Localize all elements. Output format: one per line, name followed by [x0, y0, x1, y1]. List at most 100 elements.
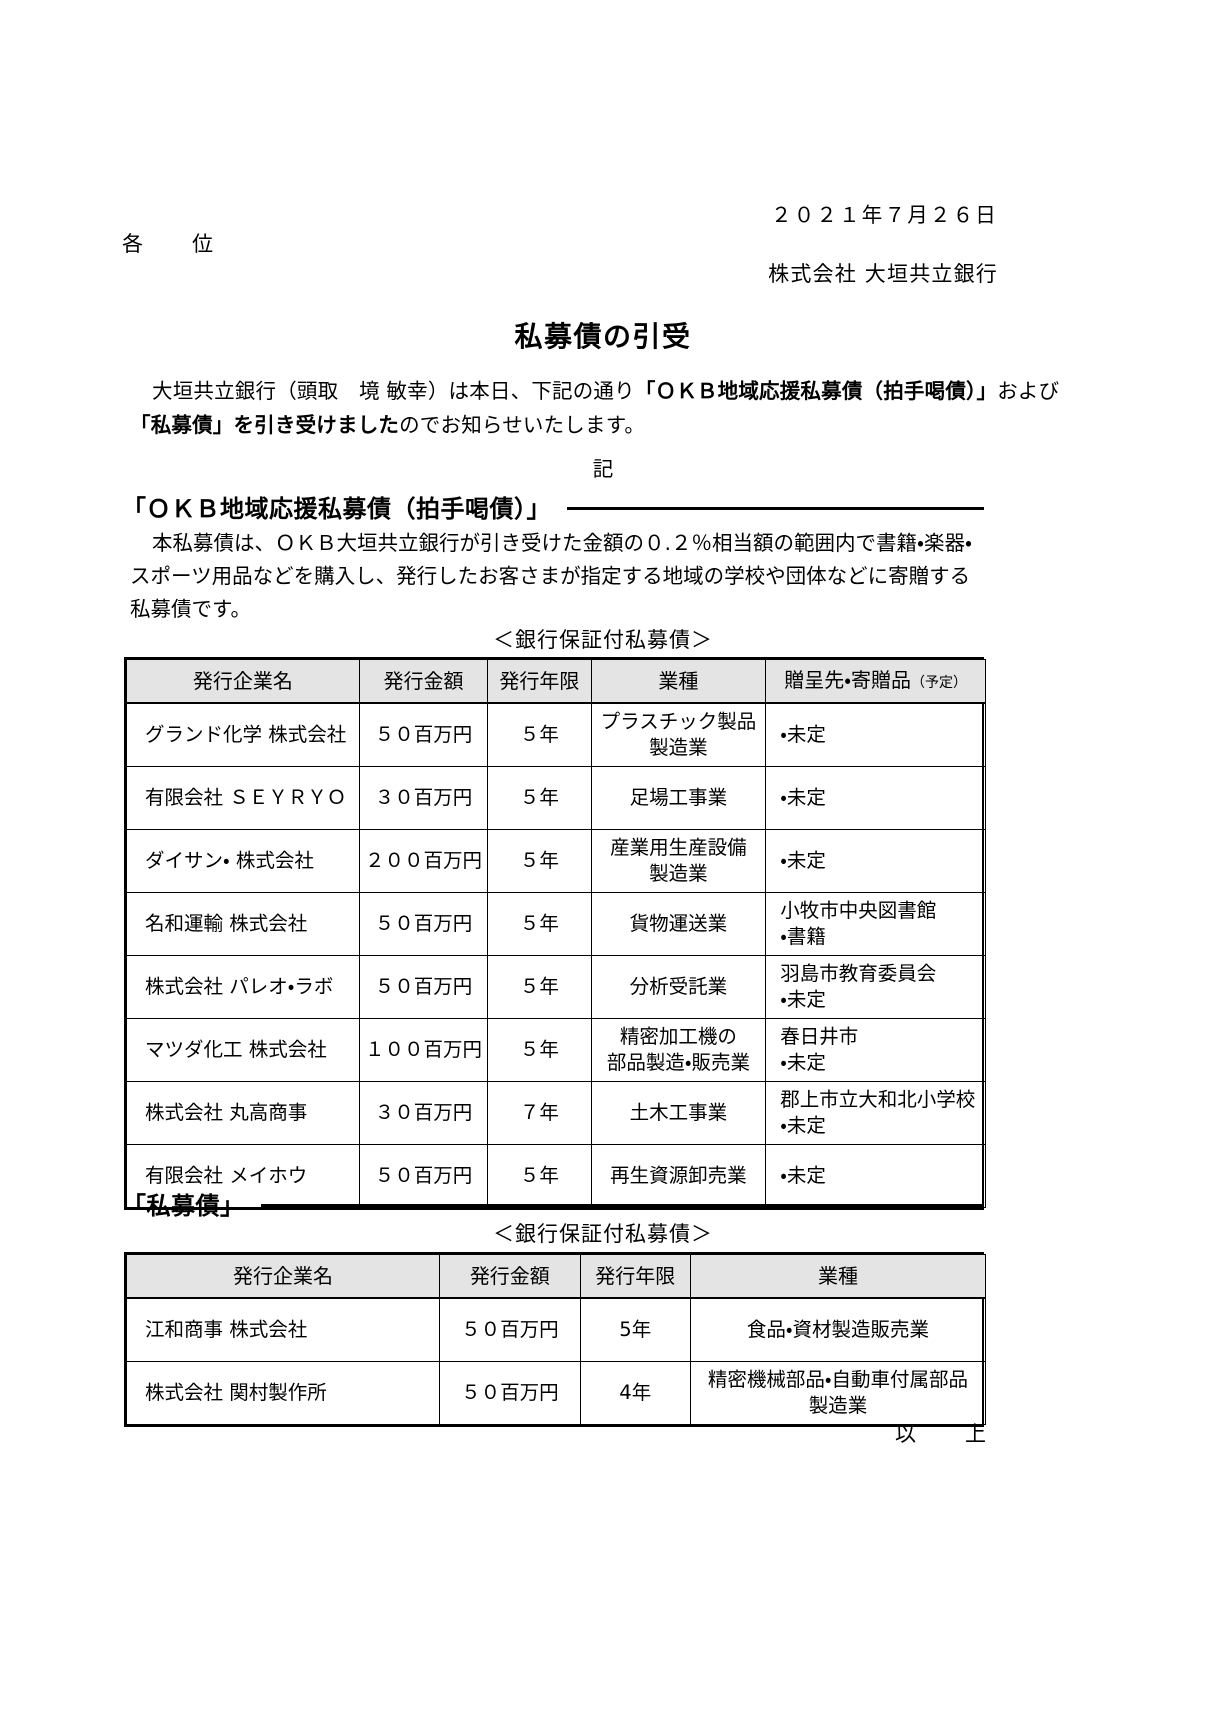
description-line-2: スポーツ用品などを購入し、発行したお客さまが指定する地域の学校や団体などに寄贈す…	[130, 564, 971, 588]
table-2-frame: 発行企業名 発行金額 発行年限 業種 江和商事 株式会社 ５０百万円 5年 食品・資材…	[124, 1252, 987, 1427]
cell-industry-line-1: 食品・資材製造販売業	[746, 1318, 930, 1341]
table-2-header-row: 発行企業名 発行金額 発行年限 業種	[125, 1254, 987, 1299]
table-2-wrapper: 発行企業名 発行金額 発行年限 業種 江和商事 株式会社 ５０百万円 5年 食品・資材…	[124, 1252, 987, 1427]
cell-gift-line-1: 郡上市立大和北小学校	[780, 1088, 976, 1111]
table-row: 有限会社 ＳＥＹＲＹＯ ３０百万円 ５年 足場工事業 ・未定	[126, 766, 986, 830]
cell-industry-line-1: プラスチック製品	[600, 710, 757, 733]
cell-gift-line-1: ・未定	[780, 723, 826, 746]
cell-term: 4年	[579, 1361, 691, 1425]
cell-industry-line-1: 精密機械部品・自動車付属部品	[707, 1368, 969, 1391]
lead-paragraph: 大垣共立銀行（頭取 境 敏幸）は本日、下記の通り「ＯＫＢ地域応援私募債（拍手喝債…	[130, 374, 1080, 442]
end-mark: 以 上	[895, 1422, 1000, 1446]
cell-term: 5年	[579, 1297, 691, 1362]
cell-industry: 再生資源卸売業	[590, 1144, 767, 1208]
ki-marker: 記	[592, 457, 614, 481]
cell-company: 有限会社 ＳＥＹＲＹＯ	[126, 766, 360, 830]
cell-company: 株式会社 丸高商事	[126, 1081, 360, 1145]
cell-gift-line-1: ・未定	[780, 849, 826, 872]
cell-industry-line-1: 精密加工機の	[619, 1025, 737, 1048]
bond-table-private: 発行企業名 発行金額 発行年限 業種 江和商事 株式会社 ５０百万円 5年 食品・資材…	[125, 1254, 987, 1425]
lead-line2-bond-name: 「私募債」を引き受けました	[130, 413, 400, 437]
table-row: 江和商事 株式会社 ５０百万円 5年 食品・資材製造販売業	[125, 1297, 987, 1362]
page-title: 私募債の引受	[514, 320, 692, 353]
cell-industry-line-2: 部品製造・販売業	[606, 1051, 750, 1074]
cell-industry: 足場工事業	[590, 766, 767, 830]
col-header-gift-note: （予定）	[911, 674, 968, 691]
cell-gift: 春日井市 ・未定	[765, 1018, 986, 1082]
cell-industry-line-1: 土木工事業	[629, 1101, 728, 1124]
section-1-description: 本私募債は、ＯＫＢ大垣共立銀行が引き受けた金額の０.２％相当額の範囲内で書籍・楽…	[130, 527, 1080, 626]
cell-term: ５年	[487, 829, 592, 893]
cell-industry: 貨物運送業	[590, 892, 767, 956]
cell-term: ５年	[487, 892, 592, 956]
col2-header-amount: 発行金額	[439, 1254, 581, 1299]
col-header-company: 発行企業名	[126, 659, 360, 704]
cell-industry: プラスチック製品 製造業	[590, 702, 767, 767]
lead-line-1: 大垣共立銀行（頭取 境 敏幸）は本日、下記の通り「ＯＫＢ地域応援私募債（拍手喝債…	[130, 374, 1080, 408]
cell-amount: ５０百万円	[439, 1361, 581, 1425]
cell-industry-line-1: 足場工事業	[629, 786, 728, 809]
cell-term: ７年	[487, 1081, 592, 1145]
table-1-body: グランド化学 株式会社 ５０百万円 ５年 プラスチック製品 製造業 ・未定 有限会社 ＳＥＹ…	[126, 702, 986, 1208]
col-header-term: 発行年限	[487, 659, 592, 704]
table-row: マツダ化工 株式会社 １００百万円 ５年 精密加工機の 部品製造・販売業 春日井市 ・未定	[126, 1018, 986, 1082]
table-1-wrapper: 発行企業名 発行金額 発行年限 業種 贈呈先・寄贈品（予定） グランド化学 株式…	[124, 657, 986, 1210]
cell-amount: １００百万円	[358, 1018, 489, 1082]
cell-gift: ・未定	[765, 766, 986, 830]
bond-table-community: 発行企業名 発行金額 発行年限 業種 贈呈先・寄贈品（予定） グランド化学 株式…	[126, 659, 986, 1208]
cell-amount: ５０百万円	[358, 702, 489, 767]
section-1-rule	[567, 507, 984, 510]
col2-header-term: 発行年限	[579, 1254, 691, 1299]
cell-term: ５年	[487, 955, 592, 1019]
table-row: 名和運輸 株式会社 ５０百万円 ５年 貨物運送業 小牧市中央図書館 ・書籍	[126, 892, 986, 956]
cell-industry-line-2: 製造業	[649, 736, 708, 759]
cell-industry: 食品・資材製造販売業	[689, 1297, 987, 1362]
cell-gift-line-2: ・未定	[780, 988, 826, 1011]
table-2-caption: ＜銀行保証付私募債＞	[493, 1222, 713, 1246]
table-row: グランド化学 株式会社 ５０百万円 ５年 プラスチック製品 製造業 ・未定	[126, 702, 986, 767]
cell-industry: 土木工事業	[590, 1081, 767, 1145]
cell-industry: 産業用生産設備 製造業	[590, 829, 767, 893]
cell-gift: 羽島市教育委員会 ・未定	[765, 955, 986, 1019]
lead-line1-bond-name: 「ＯＫＢ地域応援私募債（拍手喝債）」	[634, 379, 998, 403]
lead-line2-part-b: のでお知らせいたします。	[399, 413, 646, 437]
section-1-heading-label: 「ＯＫＢ地域応援私募債（拍手喝債）」	[122, 495, 551, 523]
document-date-text: ２０２１年７月２６日	[771, 205, 998, 227]
cell-amount: ２００百万円	[358, 829, 489, 893]
table-row: ダイサン・ 株式会社 ２００百万円 ５年 産業用生産設備 製造業 ・未定	[126, 829, 986, 893]
table-row: 株式会社 丸高商事 ３０百万円 ７年 土木工事業 郡上市立大和北小学校 ・未定	[126, 1081, 986, 1145]
cell-company: 名和運輸 株式会社	[126, 892, 360, 956]
col-header-industry: 業種	[590, 659, 767, 704]
cell-industry: 精密機械部品・自動車付属部品 製造業	[689, 1361, 987, 1425]
cell-industry-line-1: 産業用生産設備	[610, 836, 747, 859]
cell-gift-line-1: 羽島市教育委員会	[780, 962, 937, 985]
lead-line1-part-c: および	[997, 379, 1060, 403]
col-header-gift: 贈呈先・寄贈品（予定）	[765, 659, 986, 704]
table-row: 株式会社 パレオ・ラボ ５０百万円 ５年 分析受託業 羽島市教育委員会 ・未定	[126, 955, 986, 1019]
cell-industry: 精密加工機の 部品製造・販売業	[590, 1018, 767, 1082]
cell-term: ５年	[487, 1018, 592, 1082]
cell-company: マツダ化工 株式会社	[126, 1018, 360, 1082]
cell-amount: ５０百万円	[358, 892, 489, 956]
cell-term: ５年	[487, 766, 592, 830]
description-line-3: 私募債です。	[130, 597, 251, 621]
cell-gift-line-2: ・未定	[780, 1051, 826, 1074]
cell-gift: ・未定	[765, 702, 986, 767]
col2-header-company: 発行企業名	[125, 1254, 441, 1299]
cell-company: 株式会社 関村製作所	[125, 1361, 441, 1425]
cell-company: 有限会社 メイホウ	[126, 1144, 360, 1208]
table-1-caption: ＜銀行保証付私募債＞	[493, 628, 713, 652]
cell-company: 株式会社 パレオ・ラボ	[126, 955, 360, 1019]
section-1-heading: 「ＯＫＢ地域応援私募債（拍手喝債）」	[122, 489, 984, 524]
cell-company: グランド化学 株式会社	[126, 702, 360, 767]
cell-industry-line-2: 製造業	[649, 862, 708, 885]
cell-industry-line-1: 分析受託業	[629, 975, 728, 998]
col-header-amount: 発行金額	[358, 659, 489, 704]
cell-term: ５年	[487, 702, 592, 767]
cell-company: ダイサン・ 株式会社	[126, 829, 360, 893]
table-row: 有限会社 メイホウ ５０百万円 ５年 再生資源卸売業 ・未定	[126, 1144, 986, 1208]
cell-amount: ５０百万円	[358, 955, 489, 1019]
section-2-heading: 「私募債」	[122, 1186, 984, 1221]
table-1-header-row: 発行企業名 発行金額 発行年限 業種 贈呈先・寄贈品（予定）	[126, 659, 986, 704]
